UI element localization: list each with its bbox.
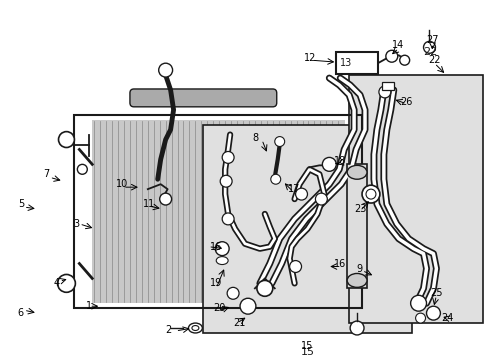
Circle shape: [315, 193, 326, 205]
Text: 9: 9: [355, 264, 362, 274]
FancyBboxPatch shape: [130, 89, 276, 107]
Circle shape: [365, 189, 375, 199]
Text: 26: 26: [400, 97, 412, 107]
Circle shape: [426, 306, 440, 320]
Circle shape: [77, 165, 87, 174]
Text: 2: 2: [165, 325, 172, 335]
Circle shape: [361, 185, 379, 203]
Text: 5: 5: [18, 199, 24, 209]
Text: 4: 4: [54, 278, 60, 288]
Circle shape: [240, 298, 255, 314]
Text: 14: 14: [391, 40, 403, 50]
Bar: [74, 115, 361, 308]
Text: 7: 7: [43, 169, 50, 179]
Text: 16: 16: [334, 258, 346, 269]
Circle shape: [415, 313, 425, 323]
Text: 18: 18: [334, 156, 346, 166]
Text: 25: 25: [429, 288, 442, 298]
Text: 11: 11: [142, 199, 155, 209]
Text: 13: 13: [340, 58, 352, 68]
Ellipse shape: [216, 257, 228, 265]
Text: 12: 12: [303, 53, 315, 63]
Ellipse shape: [346, 274, 366, 287]
Text: 1: 1: [86, 301, 92, 311]
Text: 15: 15: [301, 341, 313, 351]
Circle shape: [270, 174, 280, 184]
Text: 19: 19: [210, 278, 222, 288]
Text: 21: 21: [233, 318, 245, 328]
Text: 3: 3: [73, 219, 80, 229]
Circle shape: [220, 175, 232, 187]
Ellipse shape: [191, 325, 199, 330]
Circle shape: [159, 63, 172, 77]
Circle shape: [58, 274, 75, 292]
Circle shape: [423, 41, 434, 53]
Circle shape: [399, 55, 409, 65]
Circle shape: [227, 287, 239, 299]
Circle shape: [349, 321, 363, 335]
Circle shape: [295, 188, 307, 200]
Bar: [381, 82, 393, 90]
Circle shape: [378, 86, 390, 98]
Circle shape: [256, 280, 272, 296]
Circle shape: [385, 50, 397, 62]
Circle shape: [160, 193, 171, 205]
Text: 15: 15: [300, 347, 314, 357]
Circle shape: [222, 152, 234, 163]
Text: 22: 22: [423, 47, 437, 57]
Bar: [92, 120, 345, 303]
Text: 22: 22: [427, 55, 440, 65]
Text: 10: 10: [116, 179, 128, 189]
Text: 17: 17: [287, 184, 300, 194]
Ellipse shape: [188, 323, 202, 333]
Text: 23: 23: [353, 204, 366, 214]
Text: 20: 20: [213, 303, 225, 313]
Circle shape: [215, 242, 229, 256]
Text: 6: 6: [18, 308, 24, 318]
Circle shape: [410, 295, 426, 311]
Bar: [336, 52, 377, 74]
Text: 27: 27: [426, 35, 438, 45]
Text: 8: 8: [251, 132, 258, 143]
Bar: [346, 165, 366, 288]
Circle shape: [222, 213, 234, 225]
Text: 24: 24: [441, 313, 453, 323]
Circle shape: [322, 157, 336, 171]
Bar: [348, 75, 482, 323]
Text: 16: 16: [210, 242, 222, 252]
Circle shape: [274, 136, 284, 147]
Ellipse shape: [346, 165, 366, 179]
Bar: [203, 125, 411, 333]
Circle shape: [59, 132, 74, 148]
Circle shape: [289, 261, 301, 273]
